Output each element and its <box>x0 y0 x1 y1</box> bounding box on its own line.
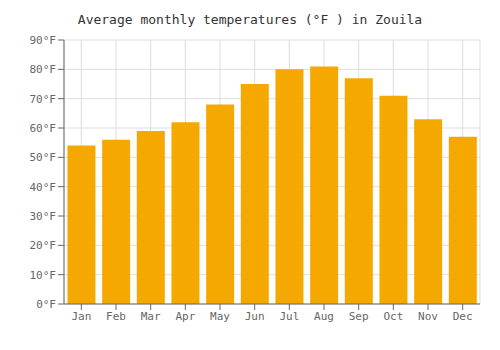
svg-text:Jan: Jan <box>71 310 91 323</box>
svg-text:Feb: Feb <box>106 310 126 323</box>
svg-text:0°F: 0°F <box>36 298 56 311</box>
svg-text:Apr: Apr <box>175 310 195 323</box>
svg-text:Aug: Aug <box>314 310 334 323</box>
svg-text:Jun: Jun <box>245 310 265 323</box>
svg-text:10°F: 10°F <box>30 269 57 282</box>
svg-text:May: May <box>210 310 230 323</box>
svg-text:Dec: Dec <box>453 310 473 323</box>
svg-text:30°F: 30°F <box>30 210 57 223</box>
svg-text:Mar: Mar <box>141 310 161 323</box>
svg-text:Oct: Oct <box>383 310 403 323</box>
svg-text:20°F: 20°F <box>30 239 57 252</box>
svg-text:40°F: 40°F <box>30 181 57 194</box>
svg-text:50°F: 50°F <box>30 151 57 164</box>
svg-text:80°F: 80°F <box>30 63 57 76</box>
svg-text:Jul: Jul <box>279 310 299 323</box>
svg-text:Sep: Sep <box>349 310 369 323</box>
svg-text:90°F: 90°F <box>30 34 57 47</box>
svg-text:70°F: 70°F <box>30 93 57 106</box>
html-text:Average monthly temperatures (: Average monthly temperatures (°F ) in Zo… <box>77 12 423 27</box>
svg-text:Nov: Nov <box>418 310 438 323</box>
svg-text:60°F: 60°F <box>30 122 57 135</box>
